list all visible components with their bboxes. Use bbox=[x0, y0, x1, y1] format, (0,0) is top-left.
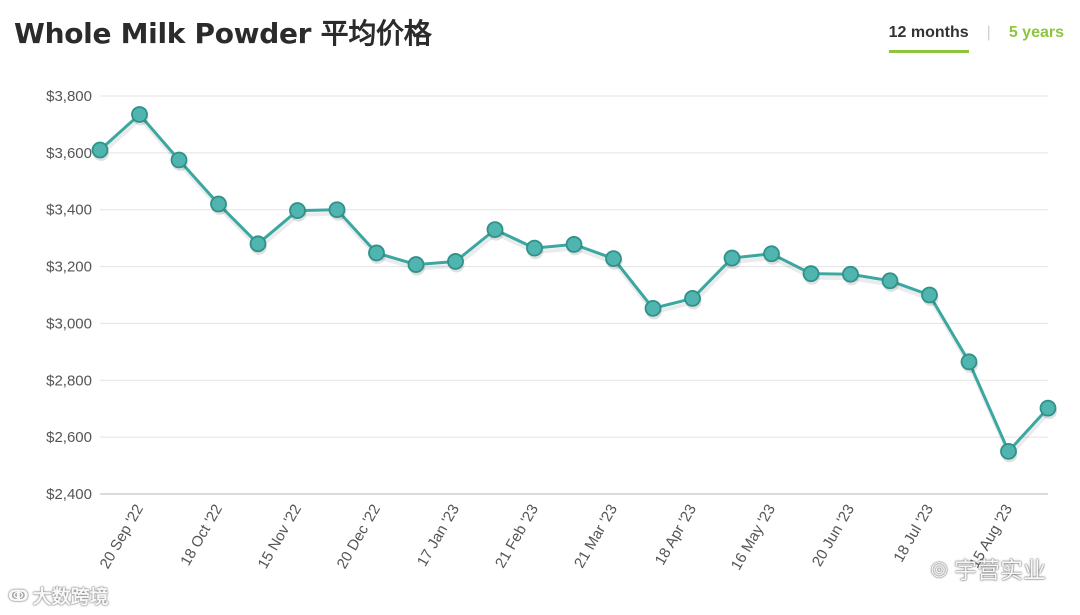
x-tick-label: 20 Dec '22 bbox=[334, 502, 384, 572]
tab-12-months[interactable]: 12 months bbox=[888, 24, 969, 53]
data-point bbox=[210, 195, 227, 213]
tab-separator: | bbox=[986, 24, 991, 41]
x-tick-label: 16 May '23 bbox=[728, 502, 779, 574]
x-tick-label: 15 Nov '22 bbox=[255, 502, 305, 572]
data-point bbox=[802, 265, 820, 283]
y-axis-ticks: $2,400 $2,600 $2,800 $3,000 $3,200 $3,400 $3,6… bbox=[46, 88, 92, 503]
data-point bbox=[842, 265, 859, 283]
data-point bbox=[328, 201, 346, 219]
x-axis-ticks: 20 Sep '22 18 Oct '22 15 Nov '22 20 Dec '22… bbox=[97, 502, 1016, 574]
data-point bbox=[644, 299, 662, 317]
data-point bbox=[960, 353, 978, 371]
data-point bbox=[91, 141, 109, 159]
y-tick-label: $3,600 bbox=[46, 145, 92, 162]
data-point bbox=[447, 253, 464, 270]
y-tick-label: $2,600 bbox=[46, 429, 92, 446]
data-point bbox=[249, 235, 267, 253]
data-point bbox=[605, 250, 622, 268]
data-point bbox=[763, 245, 780, 263]
x-tick-label: 17 Jan '23 bbox=[414, 502, 463, 570]
data-point bbox=[1039, 399, 1057, 417]
x-tick-label: 20 Sep '22 bbox=[97, 502, 147, 572]
x-tick-label: 18 Oct '22 bbox=[177, 502, 226, 569]
data-point bbox=[921, 286, 938, 304]
y-tick-label: $2,800 bbox=[46, 372, 92, 389]
data-point bbox=[1000, 442, 1017, 460]
y-tick-label: $3,400 bbox=[46, 202, 92, 219]
y-tick-label: $3,200 bbox=[46, 259, 92, 276]
data-point bbox=[131, 106, 148, 123]
watermark-right-text: 宇营实业 bbox=[954, 557, 1046, 583]
x-tick-label: 18 Apr '23 bbox=[652, 502, 700, 569]
data-point bbox=[486, 221, 504, 239]
x-tick-label: 21 Feb '23 bbox=[492, 502, 542, 571]
data-point bbox=[565, 235, 583, 253]
data-point bbox=[723, 249, 741, 267]
watermark-logo-icon: ↂ bbox=[8, 587, 29, 605]
watermark-left-text: 大数跨境 bbox=[32, 587, 109, 608]
data-point bbox=[289, 202, 306, 219]
chart-title: Whole Milk Powder 平均价格 bbox=[14, 17, 432, 50]
data-point bbox=[407, 256, 425, 273]
data-point bbox=[368, 244, 385, 262]
watermark-left: ↂ 大数跨境 bbox=[8, 582, 109, 609]
x-tick-label: 20 Jun '23 bbox=[809, 502, 858, 570]
wechat-icon: ◎ bbox=[930, 557, 948, 580]
series-line bbox=[98, 112, 1050, 453]
y-tick-label: $2,400 bbox=[46, 486, 92, 503]
y-tick-label: $3,000 bbox=[46, 315, 92, 332]
data-point bbox=[526, 239, 543, 257]
range-toggle: 12 months | 5 years bbox=[888, 24, 1064, 53]
watermark-right: ◎ 宇营实业 bbox=[931, 551, 1046, 585]
x-tick-label: 21 Mar '23 bbox=[571, 502, 621, 571]
grid-lines bbox=[100, 95, 1048, 495]
series-wmp-price bbox=[91, 106, 1057, 463]
data-point bbox=[684, 290, 701, 307]
tab-5-years[interactable]: 5 years bbox=[1008, 24, 1064, 41]
y-tick-label: $3,800 bbox=[46, 88, 92, 105]
data-point bbox=[170, 151, 188, 169]
data-point bbox=[881, 272, 899, 290]
